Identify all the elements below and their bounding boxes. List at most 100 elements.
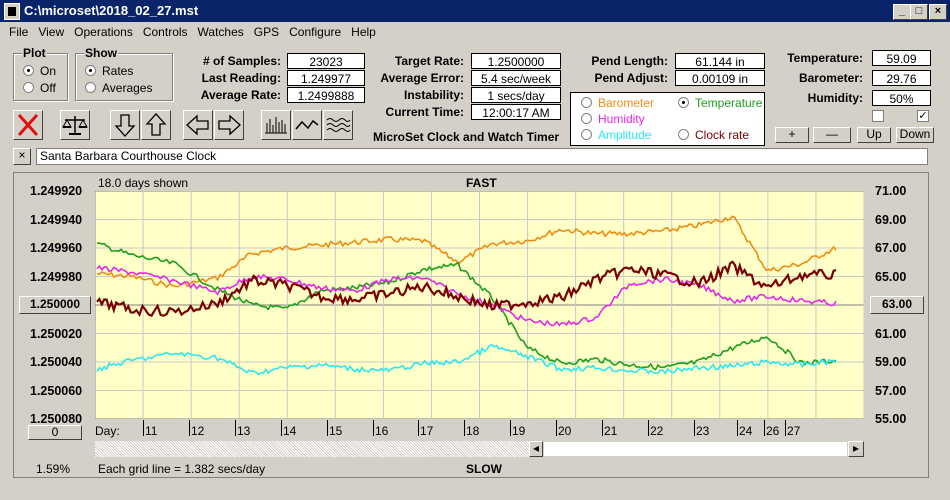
pend-length-value: 61.144 in bbox=[675, 53, 765, 69]
day-tick bbox=[327, 420, 328, 436]
menu-watches[interactable]: Watches bbox=[197, 25, 244, 39]
right-tick-label: 71.00 bbox=[875, 184, 907, 198]
right-tick-label: 59.00 bbox=[875, 355, 907, 369]
balance-button[interactable] bbox=[60, 110, 90, 140]
legend-humidity-label: Humidity bbox=[598, 112, 645, 126]
left-tick-label: 1.249940 bbox=[30, 212, 83, 227]
legend-clock-rate[interactable]: Clock rate bbox=[678, 128, 749, 142]
target-rate-label: Target Rate: bbox=[394, 54, 464, 68]
decrease-button[interactable]: — bbox=[813, 127, 851, 143]
day-scrollbar[interactable]: ◂ ▸ bbox=[95, 441, 864, 457]
scroll-right-button[interactable]: ▸ bbox=[848, 441, 864, 457]
left-tick-label: 1.250060 bbox=[30, 383, 83, 398]
day-tick bbox=[785, 420, 786, 436]
close-window-button[interactable]: × bbox=[929, 4, 947, 20]
instability-label: Instability: bbox=[403, 88, 464, 102]
scroll-left-button[interactable]: ◂ bbox=[529, 441, 543, 457]
right-tick-label: 69.00 bbox=[875, 212, 907, 227]
plot-off-radio[interactable] bbox=[23, 82, 34, 93]
legend-amplitude[interactable]: Amplitude bbox=[581, 128, 651, 142]
average-error-value: 5.4 sec/week bbox=[471, 70, 561, 86]
up-arrow-icon bbox=[145, 113, 167, 136]
chart-frame bbox=[13, 172, 929, 478]
target-rate-line-button[interactable]: 1.250000 bbox=[19, 296, 91, 314]
legend-temperature-radio[interactable] bbox=[678, 97, 689, 108]
day-label: 27 bbox=[787, 424, 801, 438]
left-arrow-icon bbox=[186, 114, 209, 136]
left-tick-label: 1.250080 bbox=[30, 412, 83, 426]
scroll-thumb[interactable] bbox=[543, 441, 848, 457]
pend-adjust-label: Pend Adjust: bbox=[594, 71, 668, 85]
humidity-value: 50% bbox=[872, 90, 931, 106]
legend-amplitude-label: Amplitude bbox=[598, 128, 652, 142]
right-value-button[interactable]: 63.00 bbox=[870, 296, 924, 314]
minimize-button[interactable]: _ bbox=[893, 4, 911, 20]
legend-clock-rate-radio[interactable] bbox=[678, 129, 689, 140]
env-checkbox-2[interactable]: ✓ bbox=[917, 110, 929, 122]
left-tick-label: 1.250020 bbox=[30, 326, 83, 341]
increase-button[interactable]: + bbox=[775, 127, 809, 143]
wave-line-icon bbox=[295, 119, 319, 130]
samples-value: 23023 bbox=[287, 53, 365, 69]
day-label: 18 bbox=[466, 424, 480, 438]
bar-view-button[interactable] bbox=[261, 110, 291, 140]
menu-operations[interactable]: Operations bbox=[74, 25, 133, 39]
plot-on-radio[interactable] bbox=[23, 65, 34, 76]
line-view-button[interactable] bbox=[292, 110, 322, 140]
show-averages-label: Averages bbox=[102, 81, 153, 95]
legend-barometer[interactable]: Barometer bbox=[581, 96, 654, 110]
menu-configure[interactable]: Configure bbox=[289, 25, 342, 39]
target-rate-value[interactable]: 1.2500000 bbox=[471, 53, 561, 69]
instability-value: 1 secs/day bbox=[471, 87, 561, 103]
barometer-value: 29.76 bbox=[872, 70, 931, 86]
legend-amplitude-radio[interactable] bbox=[581, 129, 592, 140]
samples-label: # of Samples: bbox=[202, 54, 281, 68]
show-rates-radio[interactable] bbox=[85, 65, 96, 76]
show-group: Show Rates Averages bbox=[75, 46, 173, 101]
day-label: 24 bbox=[739, 424, 753, 438]
day-tick bbox=[281, 420, 282, 436]
plot-group-title: Plot bbox=[22, 46, 47, 60]
legend-humidity[interactable]: Humidity bbox=[581, 112, 645, 126]
wavy-lines-icon bbox=[326, 118, 351, 132]
left-tick-label: 1.249980 bbox=[30, 269, 83, 284]
menu-file[interactable]: File bbox=[9, 25, 29, 39]
clear-clock-button[interactable]: × bbox=[13, 148, 31, 165]
down-arrow-button[interactable] bbox=[110, 110, 140, 140]
clock-name-field[interactable]: Santa Barbara Courthouse Clock bbox=[36, 148, 928, 165]
maximize-button[interactable]: □ bbox=[910, 4, 928, 20]
right-arrow-icon bbox=[218, 114, 241, 136]
menu-help[interactable]: Help bbox=[351, 25, 376, 39]
last-reading-label: Last Reading: bbox=[201, 71, 281, 85]
legend-clock-rate-label: Clock rate bbox=[695, 128, 750, 142]
show-averages-radio[interactable] bbox=[85, 82, 96, 93]
amplitude-series-line bbox=[96, 344, 837, 376]
menu-controls[interactable]: Controls bbox=[142, 25, 188, 39]
up-arrow-button[interactable] bbox=[141, 110, 171, 140]
fast-label: FAST bbox=[466, 176, 497, 190]
pend-length-label: Pend Length: bbox=[591, 54, 668, 68]
plot-area[interactable] bbox=[95, 191, 864, 419]
day-label: 26 bbox=[766, 424, 780, 438]
left-arrow-button[interactable] bbox=[183, 110, 213, 140]
bars-icon bbox=[265, 117, 287, 134]
series-lines bbox=[96, 215, 837, 376]
legend-temperature[interactable]: Temperature bbox=[678, 96, 762, 110]
day-tick bbox=[737, 420, 738, 436]
smooth-view-button[interactable] bbox=[323, 110, 353, 140]
day-label: 23 bbox=[696, 424, 710, 438]
zero-button[interactable]: 0 bbox=[28, 425, 82, 440]
day-label: 22 bbox=[650, 424, 664, 438]
menu-view[interactable]: View bbox=[38, 25, 65, 39]
down-button[interactable]: Down bbox=[896, 127, 934, 143]
up-button[interactable]: Up bbox=[857, 127, 891, 143]
legend-barometer-radio[interactable] bbox=[581, 97, 592, 108]
stop-button[interactable] bbox=[13, 110, 43, 140]
day-label: 14 bbox=[283, 424, 297, 438]
scroll-track[interactable] bbox=[95, 441, 542, 457]
env-checkbox-1[interactable] bbox=[872, 110, 884, 122]
balance-scale-icon bbox=[62, 116, 88, 135]
right-arrow-button[interactable] bbox=[214, 110, 244, 140]
menu-gps[interactable]: GPS bbox=[253, 25, 280, 39]
legend-humidity-radio[interactable] bbox=[581, 113, 592, 124]
